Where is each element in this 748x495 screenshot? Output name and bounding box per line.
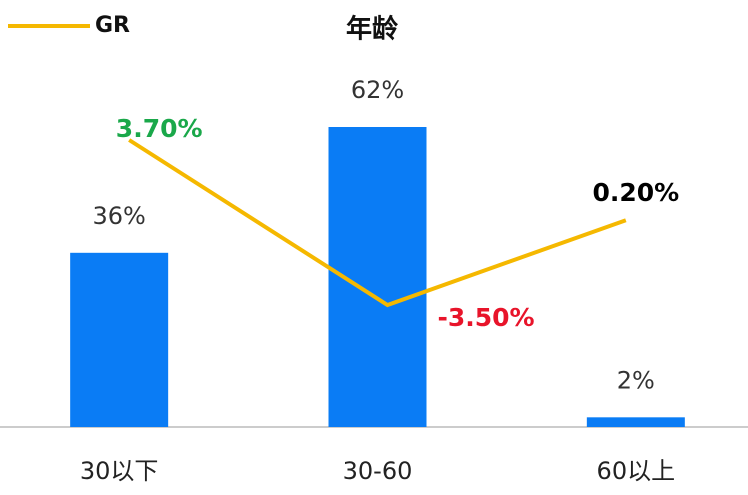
bar-label: 36% [92,202,145,230]
legend-label: GR [95,13,130,38]
bar-label: 2% [617,366,655,394]
line-label: 0.20% [592,178,679,207]
bar [70,252,169,427]
chart-title: 年龄 [346,14,399,45]
line [128,138,627,308]
x-tick-label: 30以下 [80,457,159,485]
bar-label: 62% [351,76,404,104]
x-tick-label: 60以上 [597,457,676,485]
line-label: 3.70% [116,114,203,143]
bar [586,417,685,427]
x-tick-label: 30-60 [343,457,413,485]
line-label: -3.50% [438,303,535,332]
